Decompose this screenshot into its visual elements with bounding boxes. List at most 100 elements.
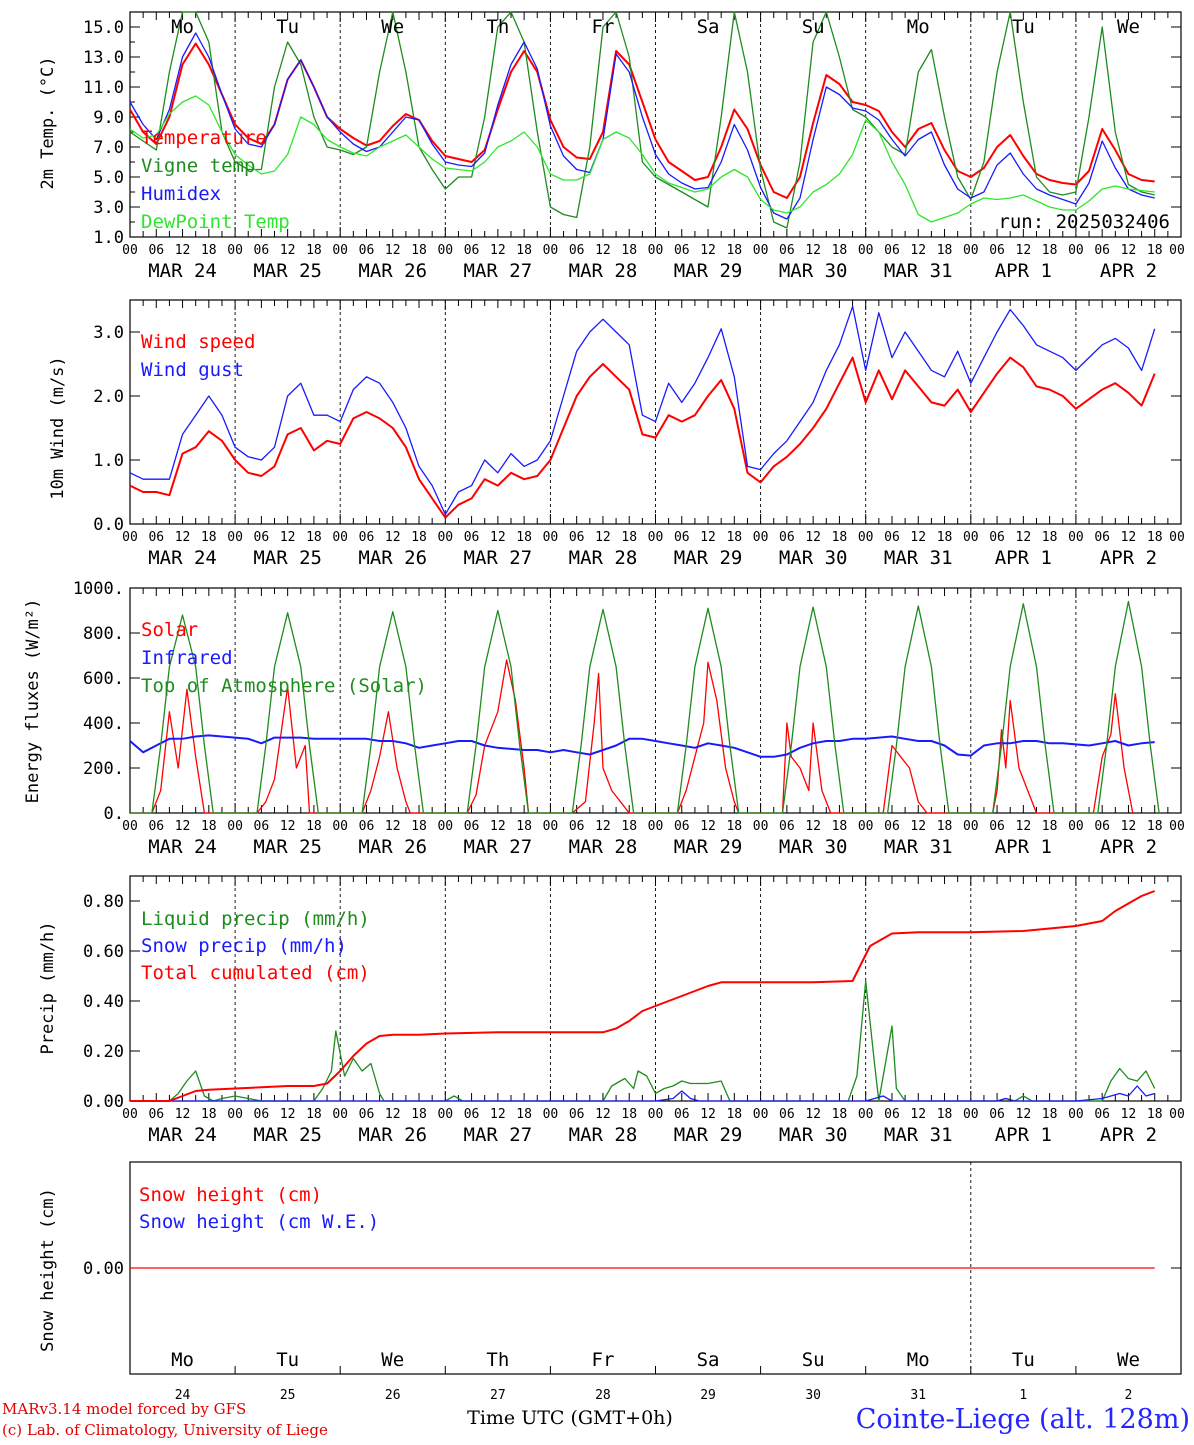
- hour-label: 18: [621, 243, 637, 258]
- hour-label: 18: [201, 243, 217, 258]
- y-tick-label: 0.40: [83, 992, 124, 1012]
- hour-label: 00: [437, 530, 453, 545]
- hour-label: 06: [359, 819, 375, 834]
- legend-temperature: Temperature: [141, 127, 267, 149]
- hour-label: 00: [1068, 243, 1084, 258]
- day-number-label: 1: [1019, 1388, 1027, 1403]
- hour-label: 18: [832, 1107, 848, 1122]
- y-tick-label: 5.0: [93, 168, 124, 188]
- hour-label: 06: [674, 1107, 690, 1122]
- hour-label: 06: [779, 530, 795, 545]
- hour-label: 18: [726, 819, 742, 834]
- date-label: MAR 25: [253, 836, 322, 858]
- day-number-label: 2: [1125, 1388, 1133, 1403]
- y-tick-label: 600.: [83, 669, 124, 689]
- hour-label: 06: [884, 530, 900, 545]
- legend-liquid-precip: Liquid precip (mm/h): [141, 908, 370, 930]
- hour-label: 00: [1068, 819, 1084, 834]
- hour-label: 18: [937, 819, 953, 834]
- y-tick-label: 11.0: [83, 78, 124, 98]
- series-line-dewpoint-temp: [129, 95, 1155, 223]
- date-label: MAR 29: [674, 260, 743, 282]
- hour-label: 00: [1169, 1107, 1185, 1122]
- weekday-label: We: [381, 16, 404, 38]
- legend-vigne-temp: Vigne temp: [141, 155, 255, 177]
- weekday-label: Th: [486, 1349, 509, 1371]
- date-label: MAR 24: [148, 260, 217, 282]
- weekday-label: Mo: [171, 16, 194, 38]
- date-label: MAR 27: [464, 260, 533, 282]
- weekday-label: Th: [486, 16, 509, 38]
- hour-label: 00: [332, 819, 348, 834]
- hour-label: 12: [910, 530, 926, 545]
- ylabel-snow: Snow height (cm): [38, 1188, 58, 1352]
- date-label: MAR 25: [253, 1124, 322, 1146]
- hour-label: 12: [595, 243, 611, 258]
- y-tick-label: 200.: [83, 759, 124, 779]
- hour-label: 06: [254, 1107, 270, 1122]
- hour-label: 06: [989, 530, 1005, 545]
- hour-label: 06: [1094, 243, 1110, 258]
- series-line-infrared: [129, 734, 1155, 758]
- hour-label: 12: [175, 530, 191, 545]
- hour-label: 12: [805, 530, 821, 545]
- date-label: MAR 24: [148, 836, 217, 858]
- hour-label: 00: [753, 1107, 769, 1122]
- date-label: MAR 30: [779, 836, 848, 858]
- hour-label: 12: [385, 243, 401, 258]
- legend-total-cumulated: Total cumulated (cm): [141, 962, 370, 984]
- hour-label: 00: [648, 530, 664, 545]
- hour-label: 12: [280, 530, 296, 545]
- hour-label: 06: [884, 819, 900, 834]
- legend-snow-precip: Snow precip (mm/h): [141, 935, 347, 957]
- date-label: APR 2: [1100, 547, 1157, 569]
- hour-label: 18: [832, 530, 848, 545]
- date-label: MAR 29: [674, 1124, 743, 1146]
- hour-label: 18: [621, 1107, 637, 1122]
- hour-label: 06: [464, 1107, 480, 1122]
- series-line-vigne-temp: [129, 11, 1155, 229]
- y-tick-label: 0.80: [83, 892, 124, 912]
- date-label: APR 1: [995, 260, 1052, 282]
- hour-label: 12: [805, 1107, 821, 1122]
- date-label: MAR 27: [464, 1124, 533, 1146]
- day-number-label: 24: [175, 1388, 191, 1403]
- y-tick-label: 9.0: [93, 108, 124, 128]
- hour-label: 06: [779, 243, 795, 258]
- day-number-label: 31: [910, 1388, 926, 1403]
- date-label: MAR 31: [884, 260, 953, 282]
- ylabel-wind: 10m Wind (m/s): [48, 356, 68, 499]
- hour-label: 06: [674, 530, 690, 545]
- hour-label: 06: [148, 819, 164, 834]
- footer-model: MARv3.14 model forced by GFS: [2, 1400, 246, 1418]
- hour-label: 12: [175, 1107, 191, 1122]
- day-number-label: 25: [280, 1388, 296, 1403]
- series-line-top-of-atmosphere-solar-: [130, 600, 1160, 814]
- y-tick-label: 1.0: [93, 451, 124, 471]
- legend-toa-solar: Top of Atmosphere (Solar): [141, 675, 427, 697]
- weekday-label: Sa: [697, 1349, 720, 1371]
- hour-label: 06: [359, 243, 375, 258]
- date-label: MAR 25: [253, 260, 322, 282]
- hour-label: 06: [254, 819, 270, 834]
- date-label: MAR 26: [358, 260, 427, 282]
- y-tick-label: 7.0: [93, 138, 124, 158]
- hour-label: 12: [490, 243, 506, 258]
- hour-label: 00: [122, 1107, 138, 1122]
- hour-label: 00: [227, 530, 243, 545]
- hour-label: 06: [674, 243, 690, 258]
- date-label: MAR 30: [779, 547, 848, 569]
- hour-label: 00: [1068, 1107, 1084, 1122]
- series-line-wind-speed: [129, 356, 1156, 519]
- weekday-label: Su: [802, 1349, 825, 1371]
- hour-label: 18: [937, 1107, 953, 1122]
- panel-3: 0. 200. 400. 600. 800. 1000. 00 06 12 18 00 06 12 18 0…: [73, 579, 1185, 858]
- hour-label: 12: [175, 819, 191, 834]
- run-label: run: 2025032406: [998, 211, 1170, 233]
- hour-label: 00: [227, 1107, 243, 1122]
- hour-label: 18: [726, 1107, 742, 1122]
- day-number-label: 26: [385, 1388, 401, 1403]
- legend-solar: Solar: [141, 619, 198, 641]
- date-label: MAR 31: [884, 547, 953, 569]
